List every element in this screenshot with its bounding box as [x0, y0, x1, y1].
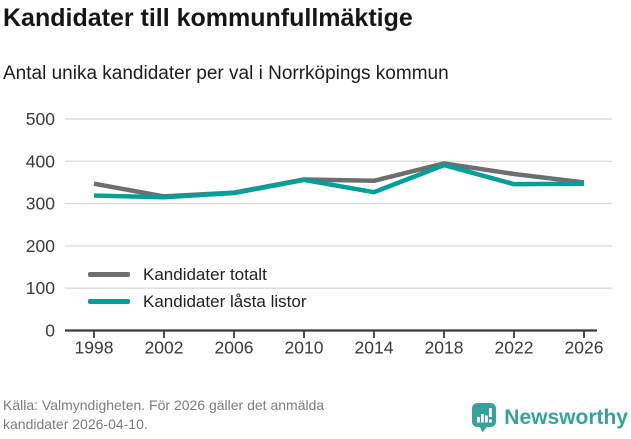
page-title: Kandidater till kommunfullmäktige	[3, 4, 413, 32]
legend-label: Kandidater totalt	[143, 264, 267, 284]
legend-swatch-icon	[88, 272, 130, 277]
legend-swatch-icon	[88, 299, 130, 304]
chart-legend: Kandidater totalt Kandidater låsta listor	[88, 261, 306, 315]
x-tick-label: 2026	[565, 338, 604, 358]
line-chart: 0 100 200 300 400 500 1998 2002 2006 2010 2014 2018…	[26, 109, 612, 358]
y-tick-label: 100	[26, 278, 55, 298]
source-note: Källa: Valmyndigheten. För 2026 gäller d…	[3, 397, 325, 432]
brand-name: Newsworthy	[504, 405, 628, 429]
chart-subtitle: Antal unika kandidater per val i Norrköp…	[3, 63, 449, 84]
x-tick-label: 2006	[215, 338, 254, 358]
bar-chart-bubble-icon	[472, 403, 497, 433]
newsworthy-logo: Newsworthy	[471, 402, 628, 433]
x-tick-label: 2010	[285, 338, 324, 358]
y-tick-label: 0	[45, 321, 55, 341]
x-tick-label: 2002	[145, 338, 184, 358]
series-line-0	[93, 161, 585, 199]
legend-item-1: Kandidater låsta listor	[88, 288, 306, 315]
legend-item-0: Kandidater totalt	[88, 261, 306, 288]
x-tick-label: 2022	[495, 338, 534, 358]
y-tick-label: 200	[26, 236, 55, 256]
series-line-1	[93, 162, 585, 200]
x-tick-label: 2018	[425, 338, 464, 358]
x-tick-label: 1998	[75, 338, 114, 358]
x-tick-label: 2014	[355, 338, 394, 358]
y-tick-label: 500	[26, 109, 55, 129]
y-tick-label: 300	[26, 194, 55, 214]
y-tick-label: 400	[26, 151, 55, 171]
legend-label: Kandidater låsta listor	[143, 291, 307, 311]
